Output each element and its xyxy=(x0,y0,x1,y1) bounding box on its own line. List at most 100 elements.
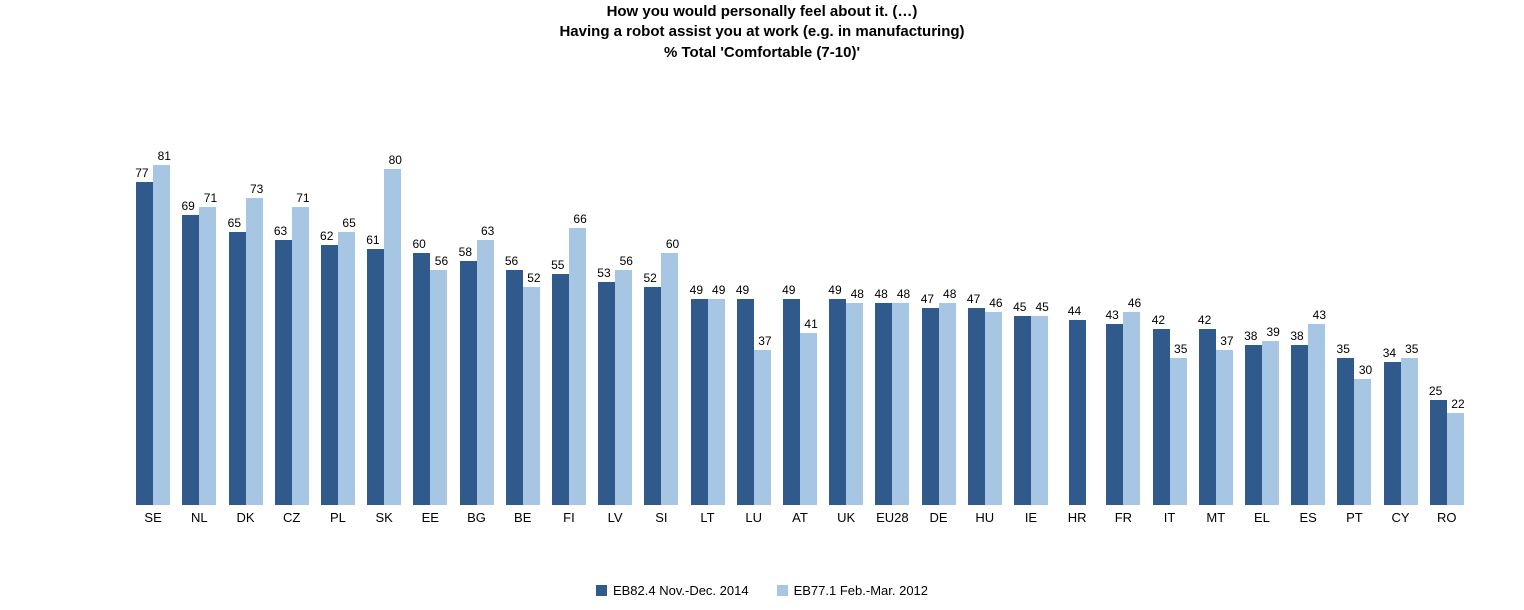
bar-wrap: 77 xyxy=(136,182,153,505)
bar-series-1 xyxy=(1123,312,1140,505)
bar-value-label: 22 xyxy=(1451,397,1464,411)
bar-wrap: 60 xyxy=(413,253,430,505)
bar-wrap: 52 xyxy=(523,287,540,505)
bar-value-label: 65 xyxy=(342,216,355,230)
bar-value-label: 48 xyxy=(874,287,887,301)
bar-series-0 xyxy=(1069,320,1086,505)
x-axis-label: EE xyxy=(407,510,453,525)
bar-group: 4346 xyxy=(1100,312,1146,505)
bar-wrap: 80 xyxy=(384,169,401,505)
bar-series-0 xyxy=(1245,345,1262,505)
bar-group: 44 xyxy=(1054,320,1100,505)
bar-group: 5260 xyxy=(638,253,684,505)
bar-wrap: 49 xyxy=(691,299,708,505)
bar-wrap: 46 xyxy=(1123,312,1140,505)
bar-wrap: 65 xyxy=(229,232,246,505)
bar-series-0 xyxy=(460,261,477,505)
bar-wrap: 42 xyxy=(1153,329,1170,505)
bar-value-label: 52 xyxy=(527,271,540,285)
bar-wrap: 81 xyxy=(153,165,170,505)
bar-series-0 xyxy=(506,270,523,505)
bar-value-label: 42 xyxy=(1152,313,1165,327)
bar-wrap: 61 xyxy=(367,249,384,505)
bar-wrap: 47 xyxy=(968,308,985,505)
x-axis-label: CZ xyxy=(269,510,315,525)
x-axis-label: BE xyxy=(500,510,546,525)
bar-series-1 xyxy=(800,333,817,505)
bar-series-0 xyxy=(182,215,199,505)
bar-wrap: 49 xyxy=(708,299,725,505)
bar-wrap: 69 xyxy=(182,215,199,505)
bar-value-label: 43 xyxy=(1106,308,1119,322)
bar-series-1 xyxy=(569,228,586,505)
x-axis-label: DK xyxy=(222,510,268,525)
bar-wrap: 35 xyxy=(1170,358,1187,505)
bar-series-1 xyxy=(892,303,909,505)
bar-series-0 xyxy=(829,299,846,505)
bar-wrap: 52 xyxy=(644,287,661,505)
bar-series-1 xyxy=(661,253,678,505)
bar-value-label: 37 xyxy=(758,334,771,348)
bar-value-label: 38 xyxy=(1290,329,1303,343)
bar-value-label: 60 xyxy=(666,237,679,251)
x-axis-label: AT xyxy=(777,510,823,525)
bar-wrap: 48 xyxy=(875,303,892,505)
x-axis-label: IT xyxy=(1146,510,1192,525)
bar-group: 6056 xyxy=(407,253,453,505)
bar-wrap: 25 xyxy=(1430,400,1447,505)
bar-wrap: 58 xyxy=(460,261,477,505)
bar-series-1 xyxy=(1170,358,1187,505)
bar-series-0 xyxy=(1014,316,1031,505)
bar-value-label: 49 xyxy=(782,283,795,297)
bar-group: 3530 xyxy=(1331,358,1377,505)
bar-wrap: 65 xyxy=(338,232,355,505)
bar-wrap: 63 xyxy=(477,240,494,505)
bar-wrap: 53 xyxy=(598,282,615,505)
bar-series-1 xyxy=(523,287,540,505)
bar-value-label: 47 xyxy=(921,292,934,306)
bar-value-label: 66 xyxy=(573,212,586,226)
bar-group: 2522 xyxy=(1424,400,1470,505)
bar-group: 4237 xyxy=(1193,329,1239,505)
bar-wrap: 66 xyxy=(569,228,586,505)
bar-value-label: 47 xyxy=(967,292,980,306)
bar-series-0 xyxy=(691,299,708,505)
bar-wrap: 49 xyxy=(829,299,846,505)
x-axis-label: SK xyxy=(361,510,407,525)
x-axis-label: LU xyxy=(731,510,777,525)
bar-series-0 xyxy=(1430,400,1447,505)
legend: EB82.4 Nov.-Dec. 2014 EB77.1 Feb.-Mar. 2… xyxy=(0,583,1524,598)
bar-series-0 xyxy=(275,240,292,505)
bar-value-label: 38 xyxy=(1244,329,1257,343)
bar-value-label: 35 xyxy=(1174,342,1187,356)
bar-series-0 xyxy=(737,299,754,505)
bar-series-0 xyxy=(783,299,800,505)
bar-wrap: 56 xyxy=(615,270,632,505)
bar-series-0 xyxy=(1106,324,1123,505)
bar-value-label: 71 xyxy=(204,191,217,205)
bar-wrap: 48 xyxy=(846,303,863,505)
bar-series-1 xyxy=(1401,358,1418,505)
bar-value-label: 35 xyxy=(1337,342,1350,356)
x-axis-label: HR xyxy=(1054,510,1100,525)
bar-series-1 xyxy=(1031,316,1048,505)
bar-series-1 xyxy=(846,303,863,505)
bar-wrap: 22 xyxy=(1447,413,1464,505)
bar-value-label: 56 xyxy=(620,254,633,268)
bar-series-1 xyxy=(939,303,956,505)
bar-series-0 xyxy=(321,245,338,505)
bar-series-1 xyxy=(384,169,401,505)
bar-wrap: 48 xyxy=(939,303,956,505)
x-axis-label: FR xyxy=(1100,510,1146,525)
bar-wrap: 62 xyxy=(321,245,338,505)
bar-value-label: 39 xyxy=(1266,325,1279,339)
bar-series-0 xyxy=(598,282,615,505)
bar-wrap: 38 xyxy=(1245,345,1262,505)
title-line-2: Having a robot assist you at work (e.g. … xyxy=(0,22,1524,42)
bar-value-label: 49 xyxy=(736,283,749,297)
bar-value-label: 81 xyxy=(158,149,171,163)
bar-value-label: 63 xyxy=(481,224,494,238)
x-axis-label: FI xyxy=(546,510,592,525)
title-line-3: % Total 'Comfortable (7-10)' xyxy=(0,43,1524,63)
bar-wrap: 41 xyxy=(800,333,817,505)
